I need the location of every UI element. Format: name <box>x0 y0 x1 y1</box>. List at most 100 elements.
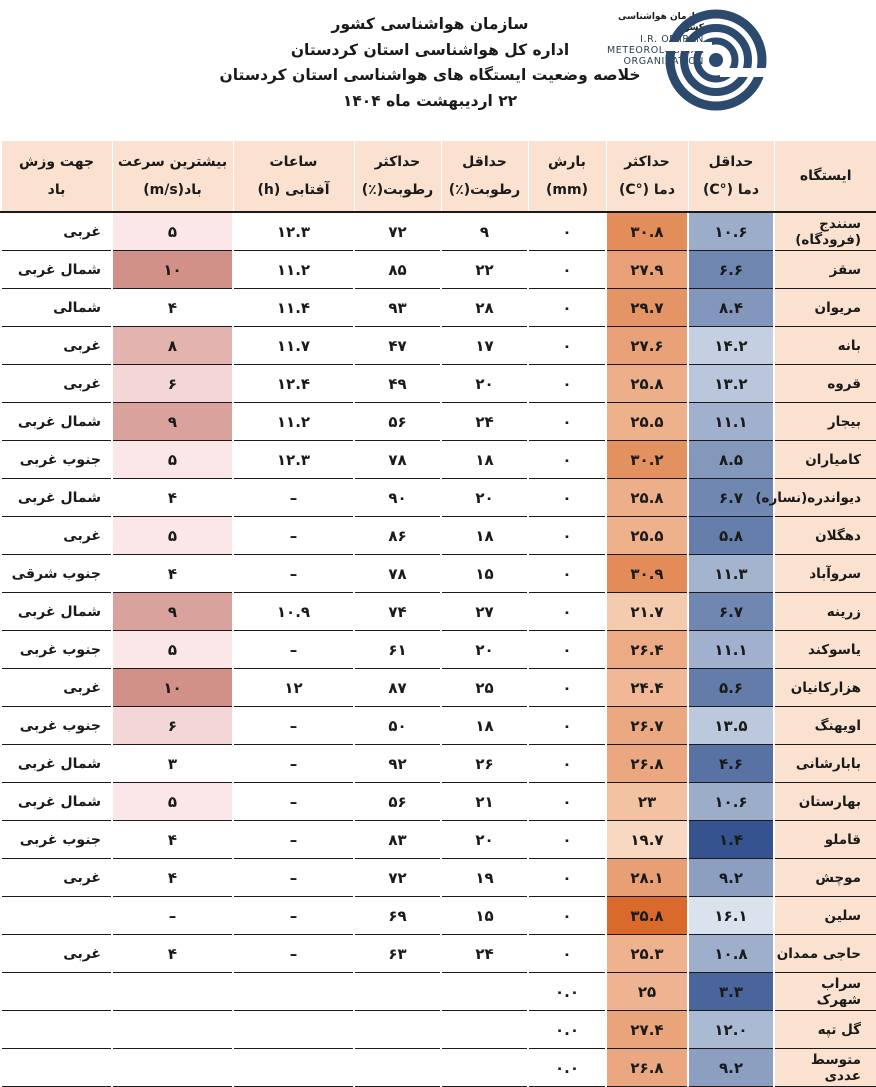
cell-station: سقز <box>774 251 876 289</box>
cell-min-humidity: ۲۵ <box>441 669 528 707</box>
cell-max-humidity: ۶۹ <box>354 897 441 935</box>
cell-station: سلین <box>774 897 876 935</box>
cell-max-wind-speed: ۴ <box>112 859 233 897</box>
cell-max-temp: ۱۹.۷ <box>606 821 688 859</box>
cell-min-humidity: ۲۰ <box>441 631 528 669</box>
cell-min-temp: ۵.۸ <box>688 517 774 555</box>
cell-max-temp: ۲۶.۷ <box>606 707 688 745</box>
cell-rain: ۰ <box>528 707 606 745</box>
cell-max-humidity: ۶۳ <box>354 935 441 973</box>
cell-max-temp: ۲۷.۴ <box>606 1011 688 1049</box>
cell-max-wind-speed <box>112 1049 233 1087</box>
cell-wind-direction: شمال غربی <box>1 593 112 631</box>
cell-rain: ۰ <box>528 631 606 669</box>
cell-min-humidity: ۲۴ <box>441 935 528 973</box>
cell-max-humidity <box>354 1049 441 1087</box>
org-name: سازمان هواشناسی کشور <box>210 12 650 38</box>
header-line-2: باد(m/s) <box>113 176 233 204</box>
cell-min-temp: ۱۰.۶ <box>688 212 774 251</box>
cell-station: قروه <box>774 365 876 403</box>
cell-max-humidity: ۸۶ <box>354 517 441 555</box>
cell-sunshine: – <box>233 707 354 745</box>
header-line-1: حداقل <box>442 148 528 176</box>
cell-max-wind-speed: ۶ <box>112 365 233 403</box>
cell-min-humidity: ۲۰ <box>441 821 528 859</box>
cell-max-temp: ۲۸.۱ <box>606 859 688 897</box>
cell-rain: ۰ <box>528 479 606 517</box>
cell-max-wind-speed: ۵ <box>112 212 233 251</box>
cell-rain: ۰ <box>528 859 606 897</box>
cell-min-humidity: ۱۹ <box>441 859 528 897</box>
header-line-1: ساعات <box>234 148 354 176</box>
cell-max-humidity: ۶۱ <box>354 631 441 669</box>
cell-sunshine: – <box>233 631 354 669</box>
cell-rain: ۰ <box>528 783 606 821</box>
cell-max-wind-speed: ۵ <box>112 631 233 669</box>
cell-min-temp: ۸.۵ <box>688 441 774 479</box>
cell-min-humidity: ۱۸ <box>441 707 528 745</box>
cell-max-wind-speed: ۳ <box>112 745 233 783</box>
cell-max-humidity: ۷۲ <box>354 212 441 251</box>
cell-wind-direction: غربی <box>1 859 112 897</box>
cell-min-humidity: ۱۵ <box>441 555 528 593</box>
cell-min-humidity: ۱۸ <box>441 441 528 479</box>
cell-sunshine: ۱۲.۳ <box>233 441 354 479</box>
cell-wind-direction: غربی <box>1 669 112 707</box>
cell-max-wind-speed <box>112 973 233 1011</box>
header-station: ایستگاه <box>774 141 876 212</box>
cell-min-humidity: ۱۵ <box>441 897 528 935</box>
cell-station: قاملو <box>774 821 876 859</box>
cell-min-humidity: ۲۶ <box>441 745 528 783</box>
cell-wind-direction: شمال غربی <box>1 251 112 289</box>
cell-min-temp: ۱۲.۰ <box>688 1011 774 1049</box>
cell-min-temp: ۵.۶ <box>688 669 774 707</box>
cell-rain: ۰ <box>528 897 606 935</box>
header-line-1: بارش <box>529 148 606 176</box>
cell-max-humidity: ۵۶ <box>354 403 441 441</box>
cell-max-temp: ۲۵.۸ <box>606 479 688 517</box>
cell-wind-direction: جنوب شرقی <box>1 555 112 593</box>
cell-min-temp: ۹.۲ <box>688 859 774 897</box>
dept-name: اداره کل هواشناسی استان کردستان <box>210 38 650 64</box>
cell-wind-direction: شمال غربی <box>1 403 112 441</box>
cell-max-humidity: ۹۲ <box>354 745 441 783</box>
cell-station: متوسط عددی <box>774 1049 876 1087</box>
header-line-2: رطوبت(٪) <box>355 176 441 204</box>
cell-wind-direction <box>1 897 112 935</box>
cell-sunshine: – <box>233 821 354 859</box>
cell-rain: ۰ <box>528 821 606 859</box>
organization-logo: سازمان هواشناسی کشور I.R. OF IRAN METEOR… <box>592 4 772 114</box>
cell-min-temp: ۱۴.۲ <box>688 327 774 365</box>
cell-station: بانه <box>774 327 876 365</box>
cell-min-humidity: ۲۸ <box>441 289 528 327</box>
header-line-2: (mm) <box>529 176 606 204</box>
cell-station: هزارکانیان <box>774 669 876 707</box>
cell-max-wind-speed: ۵ <box>112 441 233 479</box>
cell-wind-direction <box>1 1049 112 1087</box>
cell-max-temp: ۲۶.۴ <box>606 631 688 669</box>
cell-wind-direction: جنوب غربی <box>1 441 112 479</box>
cell-max-temp: ۳۰.۲ <box>606 441 688 479</box>
cell-station: سنندج (فرودگاه) <box>774 212 876 251</box>
cell-sunshine: ۱۱.۴ <box>233 289 354 327</box>
cell-station: دیواندره(نساره) <box>774 479 876 517</box>
cell-rain: ۰ <box>528 365 606 403</box>
cell-rain: ۰ <box>528 555 606 593</box>
cell-wind-direction: جنوب غربی <box>1 631 112 669</box>
cell-min-temp: ۱۶.۱ <box>688 897 774 935</box>
cell-wind-direction: شمال غربی <box>1 479 112 517</box>
